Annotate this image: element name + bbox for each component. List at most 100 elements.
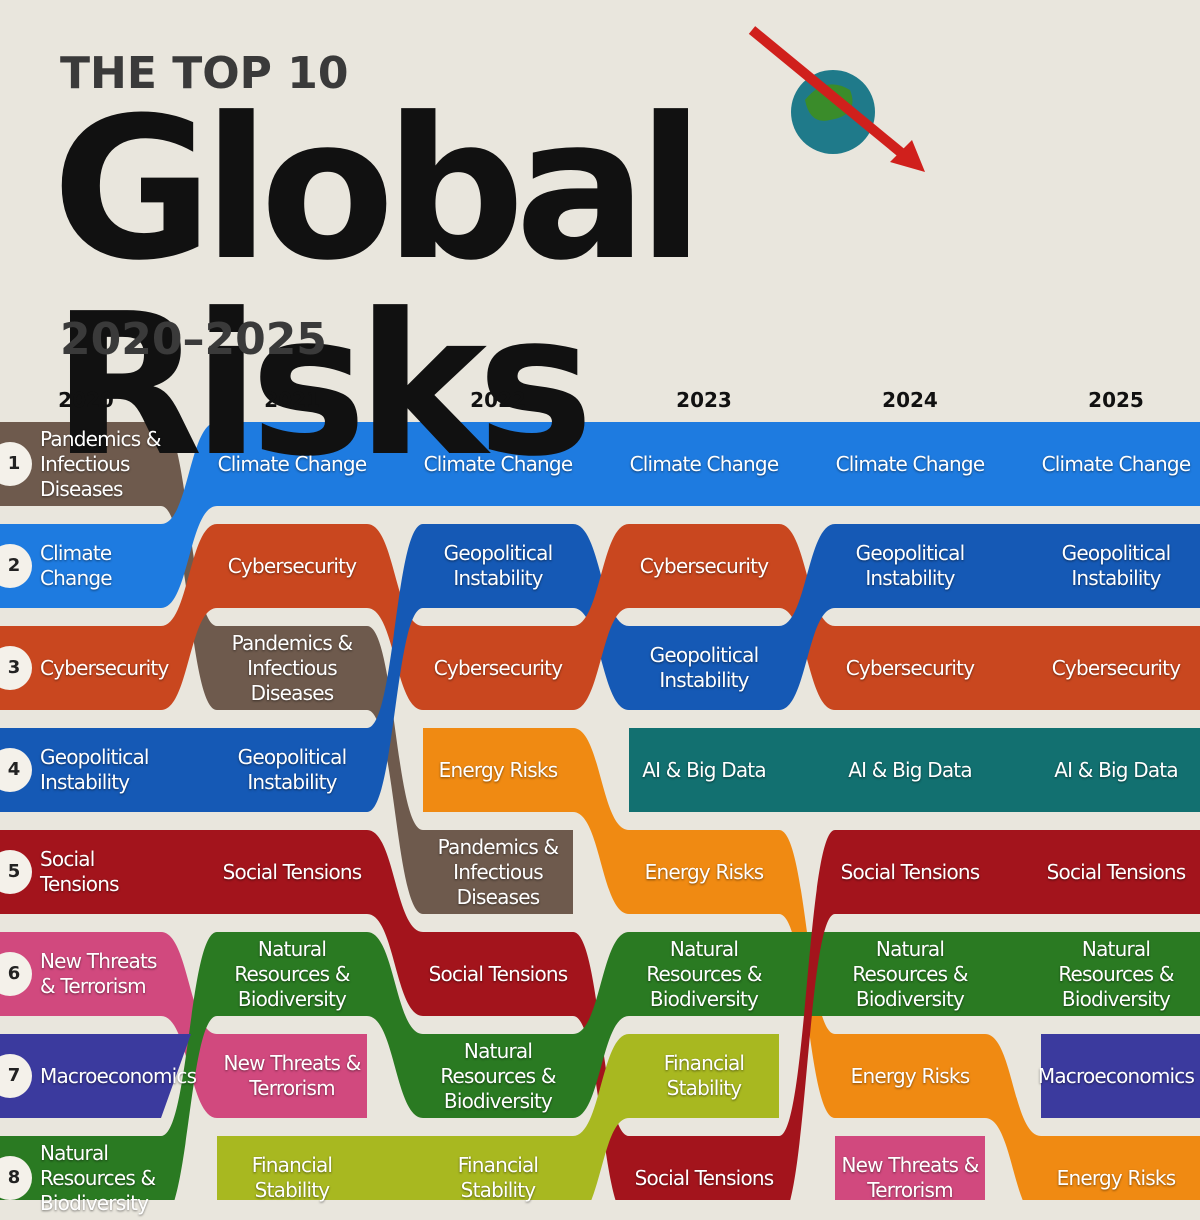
ribbon-cell bbox=[835, 1136, 985, 1200]
rank-number: 2 bbox=[7, 555, 21, 576]
ribbon-cell bbox=[1041, 626, 1200, 710]
rank-badge bbox=[0, 442, 32, 486]
ribbon-connector bbox=[573, 728, 629, 914]
ribbon-end bbox=[161, 1034, 191, 1118]
ribbon-cell bbox=[423, 830, 573, 914]
ribbon-connector bbox=[573, 932, 629, 1118]
risk-label: AI & Big Data bbox=[1054, 757, 1178, 782]
ribbon-cell bbox=[835, 728, 985, 812]
risk-label: Cybersecurity bbox=[227, 553, 357, 578]
ribbon-cell bbox=[835, 422, 985, 506]
ribbon-cell bbox=[629, 1034, 779, 1118]
risk-label: Pandemics & Infectious Diseases bbox=[231, 630, 354, 705]
risk-label: Natural Resources & Biodiversity bbox=[40, 1140, 156, 1215]
risk-label: Energy Risks bbox=[850, 1063, 970, 1088]
rank-badge bbox=[0, 952, 32, 996]
ribbon-cell bbox=[629, 422, 779, 506]
ribbon-connector bbox=[779, 830, 835, 1200]
year-label: 2025 bbox=[1088, 388, 1144, 412]
ribbon-cell bbox=[217, 932, 367, 1016]
ribbon-cell bbox=[217, 524, 367, 608]
year-label: 2021 bbox=[264, 388, 320, 412]
rank-badge bbox=[0, 850, 32, 894]
rank-badge bbox=[0, 748, 32, 792]
kicker: THE TOP 10 bbox=[60, 48, 349, 99]
ribbon-connector bbox=[367, 422, 423, 506]
ribbon-cell bbox=[423, 1136, 573, 1200]
risk-label: Cybersecurity bbox=[40, 655, 169, 680]
ribbon-connector bbox=[161, 932, 217, 1118]
ribbon-cell bbox=[217, 422, 367, 506]
risk-label: Climate Change bbox=[217, 451, 368, 476]
ribbon-connector bbox=[985, 626, 1041, 710]
ribbon-cell bbox=[423, 422, 573, 506]
ribbon-cell bbox=[217, 626, 367, 710]
risk-label: Geopolitical Instability bbox=[1061, 541, 1172, 590]
risk-label: Social Tensions bbox=[634, 1165, 775, 1190]
ribbon-cell bbox=[1041, 524, 1200, 608]
risk-label: Climate Change bbox=[423, 451, 574, 476]
risk-label: New Threats & Terrorism bbox=[223, 1051, 361, 1100]
ribbon-cell bbox=[629, 626, 779, 710]
risk-label: Pandemics & Infectious Diseases bbox=[437, 834, 560, 909]
risk-label: Energy Risks bbox=[1056, 1165, 1176, 1190]
ribbon-connector bbox=[367, 830, 423, 1016]
risk-label: Climate Change bbox=[1041, 451, 1192, 476]
ribbon-connector bbox=[161, 728, 217, 812]
rank-badge bbox=[0, 1054, 32, 1098]
risk-label: Climate Change bbox=[835, 451, 986, 476]
ribbon-connector bbox=[985, 932, 1041, 1016]
risk-label: Macroeconomics bbox=[40, 1063, 197, 1088]
ribbon-connector bbox=[161, 932, 217, 1200]
ribbon-connector bbox=[367, 524, 423, 812]
risk-label: New Threats & Terrorism bbox=[841, 1153, 979, 1202]
risk-label: Natural Resources & Biodiversity bbox=[1058, 936, 1174, 1011]
risk-label: Financial Stability bbox=[251, 1153, 333, 1202]
risk-label: Social Tensions bbox=[840, 859, 981, 884]
ribbon-cell bbox=[835, 830, 985, 914]
ribbon-cell bbox=[835, 626, 985, 710]
risk-label: Energy Risks bbox=[644, 859, 764, 884]
year-label: 2023 bbox=[676, 388, 732, 412]
ribbon-cell bbox=[1041, 1136, 1200, 1200]
rank-number: 1 bbox=[7, 453, 21, 474]
ribbon-cell bbox=[1041, 1034, 1200, 1118]
ribbon-cell bbox=[629, 524, 779, 608]
ribbon-connector bbox=[161, 524, 217, 710]
risk-label: Cybersecurity bbox=[639, 553, 769, 578]
risk-label: Geopolitical Instability bbox=[443, 541, 554, 590]
ribbon-connector bbox=[985, 728, 1041, 812]
ribbon-connector bbox=[985, 524, 1041, 608]
ribbon-cell bbox=[835, 524, 985, 608]
continent bbox=[805, 84, 853, 121]
ribbon-cell bbox=[423, 626, 573, 710]
risk-label: Financial Stability bbox=[457, 1153, 539, 1202]
ribbon-connector bbox=[367, 524, 423, 710]
rank-number: 4 bbox=[7, 759, 21, 780]
rank-number: 6 bbox=[7, 963, 21, 984]
ribbon-cell bbox=[629, 932, 779, 1016]
ribbon-connector bbox=[573, 1034, 629, 1200]
risk-label: AI & Big Data bbox=[848, 757, 972, 782]
ribbon-cell bbox=[835, 1034, 985, 1118]
risk-label: Geopolitical Instability bbox=[855, 541, 966, 590]
ribbon-connector bbox=[573, 422, 629, 506]
ribbon-cell bbox=[1041, 932, 1200, 1016]
risk-label: Energy Risks bbox=[438, 757, 558, 782]
risk-label: Geopolitical Instability bbox=[40, 745, 150, 794]
risk-label: Climate Change bbox=[629, 451, 780, 476]
ribbon-connector bbox=[367, 626, 423, 914]
ribbon-cell bbox=[217, 728, 367, 812]
ribbon-connector bbox=[985, 422, 1041, 506]
ribbon-connector bbox=[367, 1136, 423, 1200]
risk-label: Social Tensions bbox=[40, 847, 120, 896]
title: Global Risks bbox=[52, 76, 704, 500]
ribbon-cell bbox=[835, 932, 985, 1016]
ribbon-connector bbox=[161, 830, 217, 914]
ribbon-cell bbox=[217, 1034, 367, 1118]
arrow-shaft bbox=[748, 26, 914, 164]
year-label: 2020 bbox=[58, 388, 114, 412]
ribbon-cell bbox=[217, 1136, 367, 1200]
